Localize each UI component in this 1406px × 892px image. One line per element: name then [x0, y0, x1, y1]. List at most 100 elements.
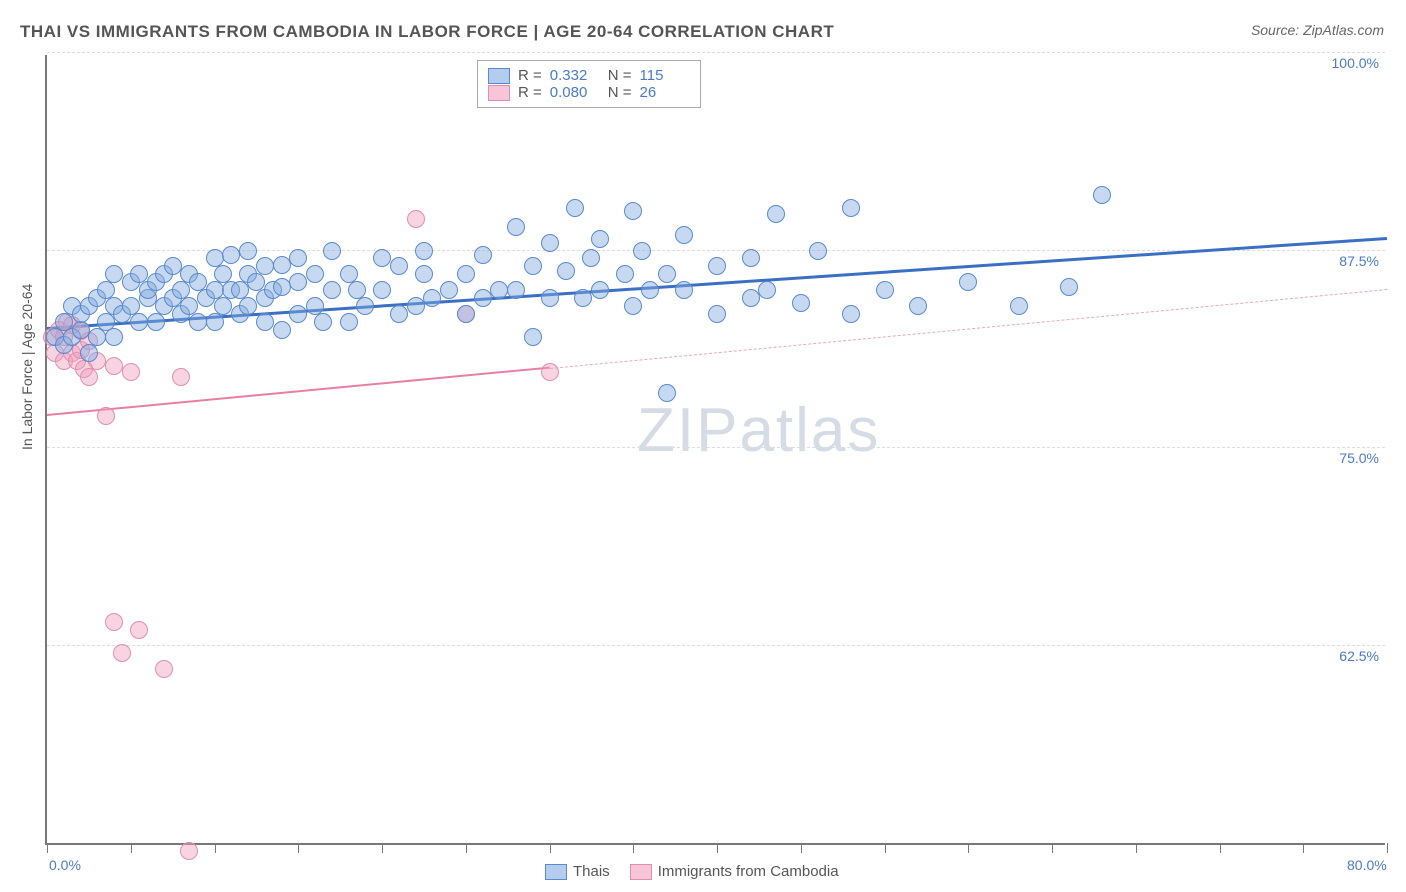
data-point-blue [641, 281, 659, 299]
legend-swatch-pink [630, 864, 652, 880]
data-point-blue [415, 265, 433, 283]
data-point-blue [524, 328, 542, 346]
x-tick [131, 843, 132, 853]
legend-n-value: 115 [640, 67, 690, 84]
data-point-blue [708, 257, 726, 275]
data-point-blue [658, 384, 676, 402]
data-point-blue [566, 199, 584, 217]
data-point-blue [792, 294, 810, 312]
data-point-blue [390, 257, 408, 275]
data-point-blue [675, 281, 693, 299]
data-point-blue [239, 297, 257, 315]
data-point-blue [130, 313, 148, 331]
gridline-h [47, 645, 1385, 646]
data-point-pink [180, 842, 198, 860]
data-point-blue [440, 281, 458, 299]
data-point-blue [356, 297, 374, 315]
legend-r-label: R = [518, 67, 542, 84]
legend-r-label: R = [518, 84, 542, 101]
data-point-blue [624, 202, 642, 220]
x-tick [801, 843, 802, 853]
gridline-h [47, 52, 1385, 53]
legend-series: Thais Immigrants from Cambodia [545, 863, 839, 880]
x-tick [1052, 843, 1053, 853]
data-point-blue [507, 218, 525, 236]
data-point-blue [289, 249, 307, 267]
data-point-blue [524, 257, 542, 275]
data-point-blue [633, 242, 651, 260]
legend-r-value: 0.332 [550, 67, 600, 84]
y-tick-label: 62.5% [1339, 648, 1379, 664]
data-point-blue [306, 265, 324, 283]
data-point-blue [373, 281, 391, 299]
x-tick [1387, 843, 1388, 853]
source-attribution: Source: ZipAtlas.com [1251, 22, 1384, 38]
data-point-blue [474, 246, 492, 264]
y-tick-label: 100.0% [1332, 55, 1379, 71]
x-tick [968, 843, 969, 853]
data-point-blue [490, 281, 508, 299]
data-point-pink [122, 363, 140, 381]
data-point-pink [407, 210, 425, 228]
x-tick-label: 80.0% [1347, 857, 1387, 873]
data-point-pink [155, 660, 173, 678]
data-point-blue [105, 265, 123, 283]
data-point-blue [457, 305, 475, 323]
data-point-blue [909, 297, 927, 315]
data-point-blue [742, 289, 760, 307]
x-tick [298, 843, 299, 853]
data-point-blue [809, 242, 827, 260]
data-point-blue [591, 281, 609, 299]
trend-line-pink-dash [549, 289, 1387, 369]
legend-stat-row: R =0.332N =115 [488, 67, 690, 84]
legend-series-item: Thais [545, 863, 610, 880]
legend-series-label: Immigrants from Cambodia [658, 863, 839, 880]
data-point-blue [323, 242, 341, 260]
data-point-blue [742, 249, 760, 267]
chart-container: In Labor Force | Age 20-64 ZIPatlas R =0… [45, 55, 1385, 845]
data-point-blue [340, 313, 358, 331]
data-point-blue [474, 289, 492, 307]
data-point-blue [616, 265, 634, 283]
data-point-blue [758, 281, 776, 299]
data-point-blue [189, 313, 207, 331]
x-tick [885, 843, 886, 853]
data-point-pink [80, 368, 98, 386]
legend-swatch-pink [488, 85, 510, 101]
data-point-pink [105, 357, 123, 375]
data-point-blue [557, 262, 575, 280]
x-tick [1303, 843, 1304, 853]
data-point-blue [876, 281, 894, 299]
data-point-blue [72, 321, 90, 339]
data-point-blue [842, 199, 860, 217]
data-point-blue [423, 289, 441, 307]
data-point-blue [273, 278, 291, 296]
data-point-blue [1060, 278, 1078, 296]
y-axis-title: In Labor Force | Age 20-64 [19, 284, 35, 450]
data-point-blue [222, 246, 240, 264]
data-point-blue [256, 313, 274, 331]
watermark: ZIPatlas [637, 395, 880, 466]
x-tick [1136, 843, 1137, 853]
gridline-h [47, 447, 1385, 448]
legend-series-label: Thais [573, 863, 610, 880]
data-point-blue [105, 328, 123, 346]
data-point-blue [80, 344, 98, 362]
legend-correlation-box: R =0.332N =115R =0.080N =26 [477, 60, 701, 108]
data-point-blue [457, 265, 475, 283]
x-tick [382, 843, 383, 853]
data-point-pink [105, 613, 123, 631]
y-tick-label: 75.0% [1339, 450, 1379, 466]
data-point-blue [323, 281, 341, 299]
data-point-blue [373, 249, 391, 267]
x-tick [1220, 843, 1221, 853]
y-tick-label: 87.5% [1339, 253, 1379, 269]
chart-title: THAI VS IMMIGRANTS FROM CAMBODIA IN LABO… [20, 22, 834, 42]
data-point-blue [407, 297, 425, 315]
data-point-blue [314, 313, 332, 331]
data-point-blue [206, 313, 224, 331]
data-point-blue [289, 273, 307, 291]
data-point-blue [256, 257, 274, 275]
data-point-blue [88, 328, 106, 346]
x-tick [215, 843, 216, 853]
